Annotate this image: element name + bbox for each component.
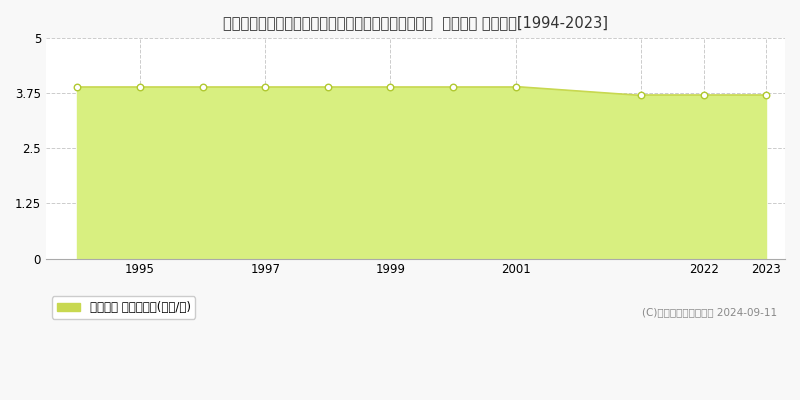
- Point: [384, 83, 397, 90]
- Point: [71, 83, 84, 90]
- Point: [510, 83, 522, 90]
- Point: [697, 92, 710, 99]
- Point: [634, 92, 647, 99]
- Point: [196, 83, 209, 90]
- Text: (C)土地価格ドットコム 2024-09-11: (C)土地価格ドットコム 2024-09-11: [642, 307, 778, 317]
- Title: 宮崎県児湯郡都農町大字川北字新別府原１１８３番１  地価公示 地価推移[1994-2023]: 宮崎県児湯郡都農町大字川北字新別府原１１８３番１ 地価公示 地価推移[1994-…: [223, 15, 608, 30]
- Legend: 地価公示 平均坪単価(万円/坪): 地価公示 平均坪単価(万円/坪): [52, 296, 195, 319]
- Point: [760, 92, 773, 99]
- Point: [446, 83, 459, 90]
- Point: [322, 83, 334, 90]
- Point: [258, 83, 271, 90]
- Point: [134, 83, 146, 90]
